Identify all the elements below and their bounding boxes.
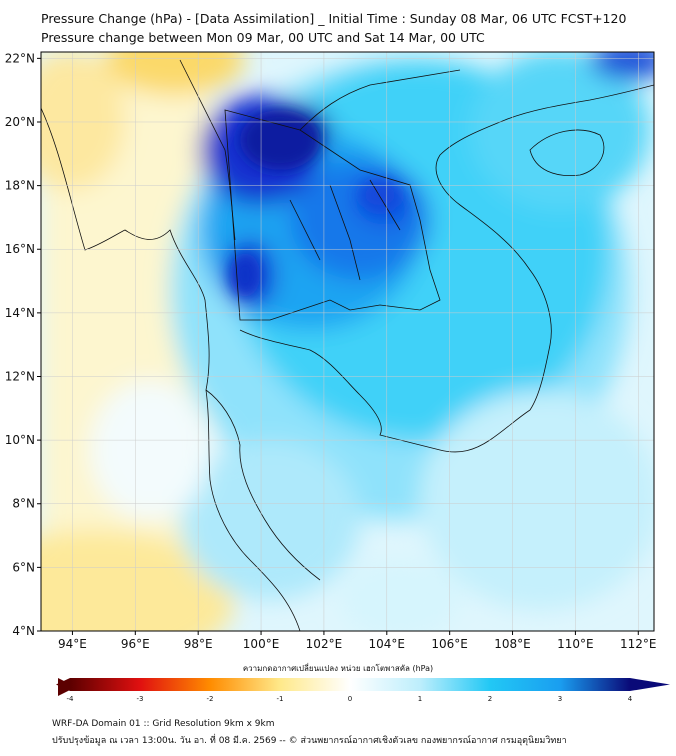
lat-tick-label: 6°N <box>12 560 35 574</box>
colorbar-tick-label: 2 <box>488 695 492 703</box>
lat-tick-label: 10°N <box>5 433 35 447</box>
lat-tick-label: 18°N <box>5 179 35 193</box>
lon-tick-label: 108°E <box>494 637 531 651</box>
colorbar-tick-label: -1 <box>277 695 284 703</box>
lat-tick-label: 12°N <box>5 369 35 383</box>
latitude-axis: 22°N 20°N 18°N 16°N 14°N 12°N 10°N 8°N 6°N 4°N <box>5 51 41 638</box>
lon-tick-label: 104°E <box>369 637 406 651</box>
colorbar-ticks: -4 -3 -2 -1 0 1 2 3 4 <box>67 695 633 703</box>
gridlines <box>41 52 654 631</box>
lat-tick-label: 14°N <box>5 306 35 320</box>
lon-tick-label: 94°E <box>58 637 87 651</box>
longitude-axis: 94°E 96°E 98°E 100°E 102°E 104°E 106°E 108°E 110… <box>58 631 657 651</box>
colorbar-gradient <box>70 678 630 691</box>
footer-domain-info: WRF-DA Domain 01 :: Grid Resolution 9km … <box>52 719 275 729</box>
map-subtitle: Pressure change between Mon 09 Mar, 00 U… <box>41 30 485 45</box>
lat-tick-label: 16°N <box>5 242 35 256</box>
lat-tick-label: 20°N <box>5 115 35 129</box>
lon-tick-label: 102°E <box>306 637 343 651</box>
colorbar-tick-label: -3 <box>137 695 144 703</box>
map-title: Pressure Change (hPa) - [Data Assimilati… <box>41 11 627 26</box>
lon-tick-label: 110°E <box>557 637 594 651</box>
pressure-field <box>41 52 654 631</box>
colorbar-tick-label: -4 <box>67 695 75 703</box>
lon-tick-label: 112°E <box>620 637 657 651</box>
lat-tick-label: 8°N <box>12 497 35 511</box>
footer-credit: ปรับปรุงข้อมูล ณ เวลา 13:00น. วัน อา. ที… <box>52 736 567 746</box>
colorbar-tick-label: 0 <box>348 695 352 703</box>
colorbar-label: ความกดอากาศเปลี่ยนแปลง หน่วย เฮกโตพาสคัล… <box>242 664 434 673</box>
colorbar: -4 -3 -2 -1 0 1 2 3 4 <box>56 678 670 703</box>
plot-border <box>40 51 655 632</box>
lon-tick-label: 100°E <box>243 637 280 651</box>
colorbar-max-arrow <box>630 678 670 691</box>
colorbar-tick-label: 3 <box>558 695 562 703</box>
lon-tick-label: 106°E <box>431 637 468 651</box>
lat-tick-label: 4°N <box>12 624 35 638</box>
colorbar-tick-label: 4 <box>628 695 633 703</box>
coastlines <box>41 59 654 631</box>
colorbar-tick-label: -2 <box>207 695 214 703</box>
lat-tick-label: 22°N <box>5 51 35 65</box>
colorbar-tick-label: 1 <box>418 695 422 703</box>
lon-tick-label: 98°E <box>184 637 213 651</box>
colorbar-min-arrow <box>56 678 70 691</box>
lon-tick-label: 96°E <box>121 637 150 651</box>
